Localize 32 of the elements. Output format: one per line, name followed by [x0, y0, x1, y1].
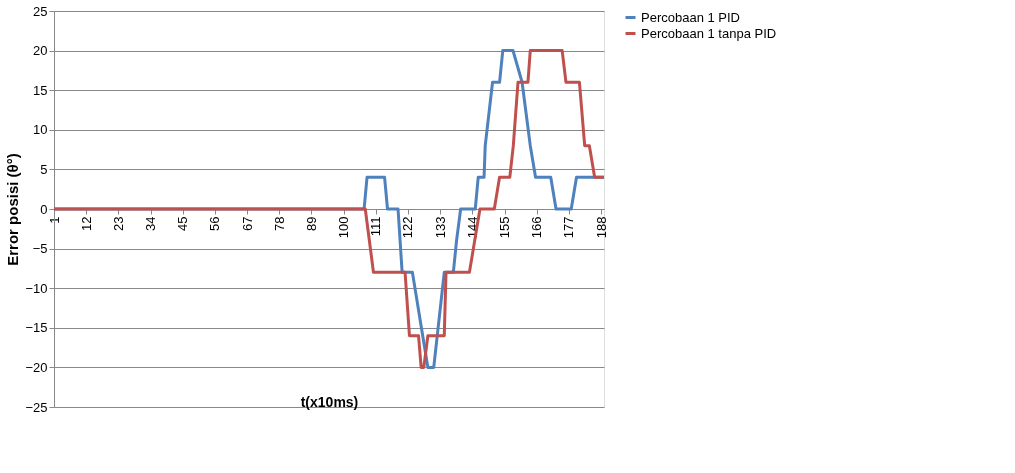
y-tick-label: 10: [33, 122, 48, 138]
x-tick-label: 78: [271, 216, 287, 231]
x-tick-label: 34: [143, 216, 159, 231]
x-tick-label: 100: [336, 216, 352, 239]
y-tick-label: −20: [25, 359, 48, 375]
x-tick-label: 45: [175, 216, 191, 231]
y-tick-label: −25: [25, 399, 48, 415]
x-tick-label: 111: [368, 216, 384, 237]
x-tick-label: 188: [593, 216, 609, 239]
y-tick-label: −5: [32, 241, 48, 257]
y-tick-label: 20: [33, 43, 48, 59]
x-axis-title: t(x10ms): [300, 394, 359, 411]
x-tick-label: 133: [432, 216, 448, 239]
x-tick-label: 23: [110, 216, 126, 231]
x-tick-label: 89: [303, 216, 319, 231]
y-tick-label: −15: [25, 320, 48, 336]
y-tick-label: 15: [33, 82, 48, 98]
x-tick-label: 177: [561, 216, 577, 239]
y-tick-label: 25: [33, 3, 48, 19]
x-tick-label: 56: [207, 216, 223, 231]
x-tick-label: 122: [400, 216, 416, 239]
y-tick-label: 5: [40, 161, 48, 177]
y-tick-label: −10: [25, 280, 48, 296]
legend-label: Percobaan 1 PID: [641, 9, 741, 25]
x-tick-label: 166: [529, 216, 545, 239]
x-tick-label: 67: [239, 216, 255, 231]
y-tick-label: 0: [40, 201, 48, 217]
line-series: [52, 49, 606, 369]
legend-label: Percobaan 1 tanpa PID: [641, 25, 777, 41]
x-tick-label: 12: [78, 216, 94, 231]
x-tick-label: 155: [497, 216, 513, 239]
y-axis-title: Error posisi (θ°): [4, 153, 22, 266]
